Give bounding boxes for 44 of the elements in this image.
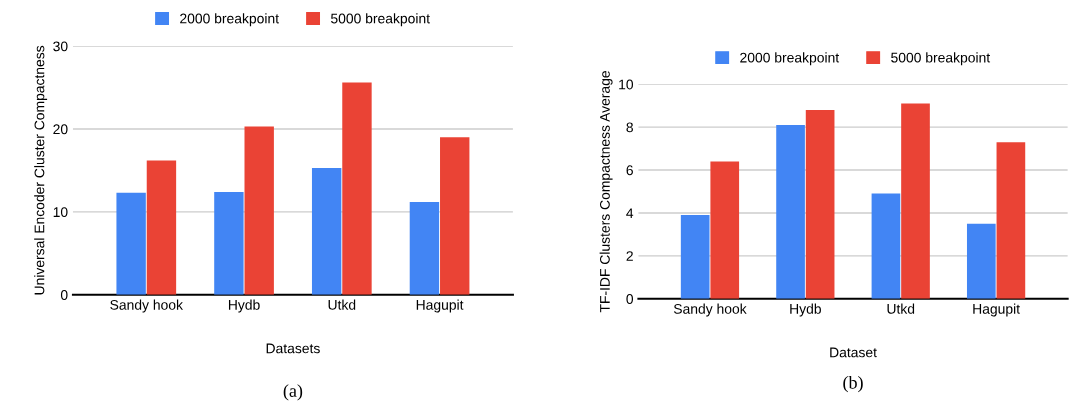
x-tick-label: Utkd [328,299,356,310]
y-axis-title: TF-IDF Clusters Compactness Average [599,71,613,313]
x-axis-title: Datasets [266,343,320,354]
y-tick-label: 10 [619,79,634,90]
x-tick-label: Hydb [228,299,260,313]
bar [342,82,372,295]
y-tick-label: 30 [53,41,68,52]
y-tick-label: 2 [626,251,633,261]
bar [116,192,146,295]
bar [996,142,1026,299]
bar [214,191,244,295]
y-tick-label: 8 [626,122,633,133]
text: (a) [283,384,303,401]
bar [680,215,710,299]
x-tick-label: Utkd [887,303,915,314]
y-axis-title: Universal Encoder Cluster Compactness [34,45,48,295]
x-tick-label: Sandy hook [673,303,747,317]
x-tick-label: Hagupit [973,303,1020,317]
y-tick-label: 0 [626,294,634,304]
bar [901,103,930,299]
legend-label: 5000 breakpoint [891,52,991,66]
bar [409,201,440,295]
y-tick-label: 6 [626,165,633,176]
legend-label: 2000 breakpoint [740,52,840,66]
bar [776,124,805,299]
y-tick-label: 0 [60,290,68,300]
bar [805,109,835,299]
bar [440,137,470,295]
legend-label: 2000 breakpoint [180,13,279,27]
x-axis-title: Dataset [830,347,877,358]
x-tick-label: Hagupit [416,299,464,313]
y-tick-label: 4 [626,208,634,218]
bar [244,126,274,295]
legend-label: 5000 breakpoint [330,13,430,27]
bar [311,167,342,295]
bar [710,161,740,299]
bar [146,160,177,295]
y-tick-label: 10 [53,207,68,218]
bar [871,193,901,299]
x-tick-label: Hydb [790,303,821,317]
y-tick-label: 20 [53,124,68,135]
text: (b) [843,375,863,393]
x-tick-label: Sandy hook [110,299,183,313]
bar [966,223,996,299]
